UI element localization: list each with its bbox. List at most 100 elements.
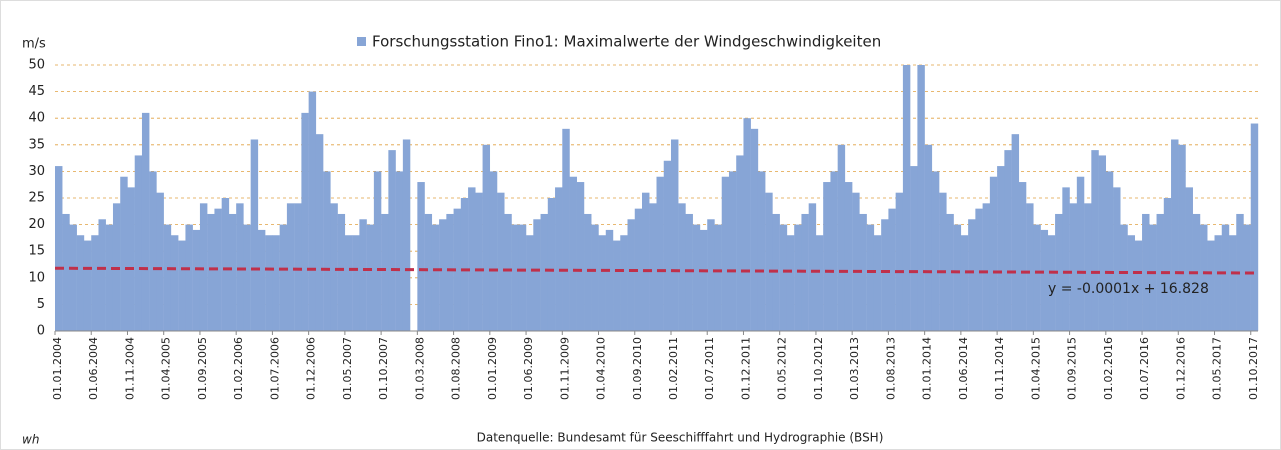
bar xyxy=(1149,224,1157,331)
y-tick-label: 45 xyxy=(28,84,45,99)
x-tick-label: 01.10.2017 xyxy=(1247,337,1260,400)
x-tick-label: 01.12.2006 xyxy=(305,337,318,400)
bar xyxy=(634,208,643,331)
bar xyxy=(221,198,230,331)
bar xyxy=(576,182,585,331)
x-tick-label: 01.01.2004 xyxy=(51,337,64,400)
x-tick-label: 01.10.2012 xyxy=(812,337,825,400)
bar xyxy=(1185,187,1193,331)
x-tick-label: 01.09.2015 xyxy=(1066,337,1079,400)
bar xyxy=(359,219,367,331)
bar xyxy=(960,235,969,331)
bar xyxy=(1171,139,1179,331)
x-tick-label: 01.05.2007 xyxy=(341,337,354,400)
x-tick-label: 01.05.2012 xyxy=(776,337,789,400)
bar xyxy=(352,235,360,331)
bar xyxy=(794,224,802,331)
bar xyxy=(627,219,635,331)
bar xyxy=(714,224,722,331)
x-tick-label: 01.07.2006 xyxy=(268,337,281,400)
bar xyxy=(388,150,396,331)
bar xyxy=(1142,213,1150,331)
bar xyxy=(214,208,222,331)
bar xyxy=(1105,171,1114,331)
x-tick-label: 01.07.2016 xyxy=(1138,337,1151,400)
bar xyxy=(815,235,824,331)
bar xyxy=(620,235,628,331)
bar xyxy=(1163,198,1172,331)
bar xyxy=(272,235,280,331)
x-tick-label: 01.01.2014 xyxy=(921,337,934,400)
y-tick-label: 30 xyxy=(28,164,45,179)
bar xyxy=(1098,155,1107,331)
x-tick-label: 01.02.2006 xyxy=(232,337,245,400)
bar xyxy=(76,235,85,331)
bar xyxy=(62,213,70,331)
bar xyxy=(1004,150,1012,331)
x-tick-label: 01.06.2014 xyxy=(957,337,970,400)
bar xyxy=(439,219,447,331)
x-tick-label: 01.09.2010 xyxy=(631,337,644,400)
bar xyxy=(1229,235,1237,331)
x-tick-label: 01.04.2010 xyxy=(595,337,608,400)
y-tick-label: 15 xyxy=(28,244,45,259)
x-tick-label: 01.07.2011 xyxy=(703,337,716,400)
bar xyxy=(518,224,527,331)
bar xyxy=(511,224,520,331)
bar xyxy=(642,192,650,331)
bar xyxy=(997,166,1005,331)
author: wh xyxy=(22,433,39,447)
bar xyxy=(417,182,425,331)
bar xyxy=(424,213,433,331)
x-tick-label: 01.11.2004 xyxy=(123,337,136,400)
bar xyxy=(953,224,962,331)
y-tick-label: 20 xyxy=(28,217,45,232)
bar xyxy=(584,213,592,331)
bar xyxy=(547,198,556,331)
bar xyxy=(482,144,491,331)
x-tick-label: 01.12.2011 xyxy=(739,337,752,400)
bar xyxy=(315,134,324,331)
bar xyxy=(192,229,201,331)
bar xyxy=(105,224,114,331)
bar xyxy=(460,198,469,331)
bar xyxy=(866,224,875,331)
x-tick-label: 01.09.2005 xyxy=(196,337,209,400)
bar xyxy=(939,192,947,331)
bar xyxy=(555,187,563,331)
bar xyxy=(1200,224,1208,331)
bar xyxy=(852,192,860,331)
bar xyxy=(1156,213,1164,331)
bar xyxy=(902,65,911,331)
bar xyxy=(1243,224,1251,331)
bar xyxy=(982,203,991,331)
bar xyxy=(1214,235,1222,331)
x-tick-label: 01.02.2011 xyxy=(667,337,680,400)
bar xyxy=(83,240,92,331)
bar xyxy=(98,219,106,331)
bar xyxy=(1127,235,1136,331)
bar xyxy=(1040,229,1049,331)
bar xyxy=(649,203,657,331)
bar xyxy=(1134,240,1143,331)
y-tick-label: 40 xyxy=(28,111,45,126)
x-tick-label: 01.04.2005 xyxy=(160,337,173,400)
bar xyxy=(257,229,266,331)
bar xyxy=(750,128,759,331)
y-tick-label: 5 xyxy=(37,297,45,312)
bar xyxy=(924,144,933,331)
bar xyxy=(968,219,976,331)
bar xyxy=(989,176,998,331)
bar xyxy=(844,182,853,331)
bar xyxy=(917,65,925,331)
bar xyxy=(323,171,331,331)
bar xyxy=(533,219,541,331)
bar xyxy=(127,187,135,331)
x-tick-label: 01.05.2017 xyxy=(1211,337,1224,400)
bar xyxy=(185,224,193,331)
x-tick-label: 01.08.2008 xyxy=(450,337,463,400)
bar xyxy=(888,208,896,331)
bar xyxy=(243,224,251,331)
bar xyxy=(1084,203,1092,331)
